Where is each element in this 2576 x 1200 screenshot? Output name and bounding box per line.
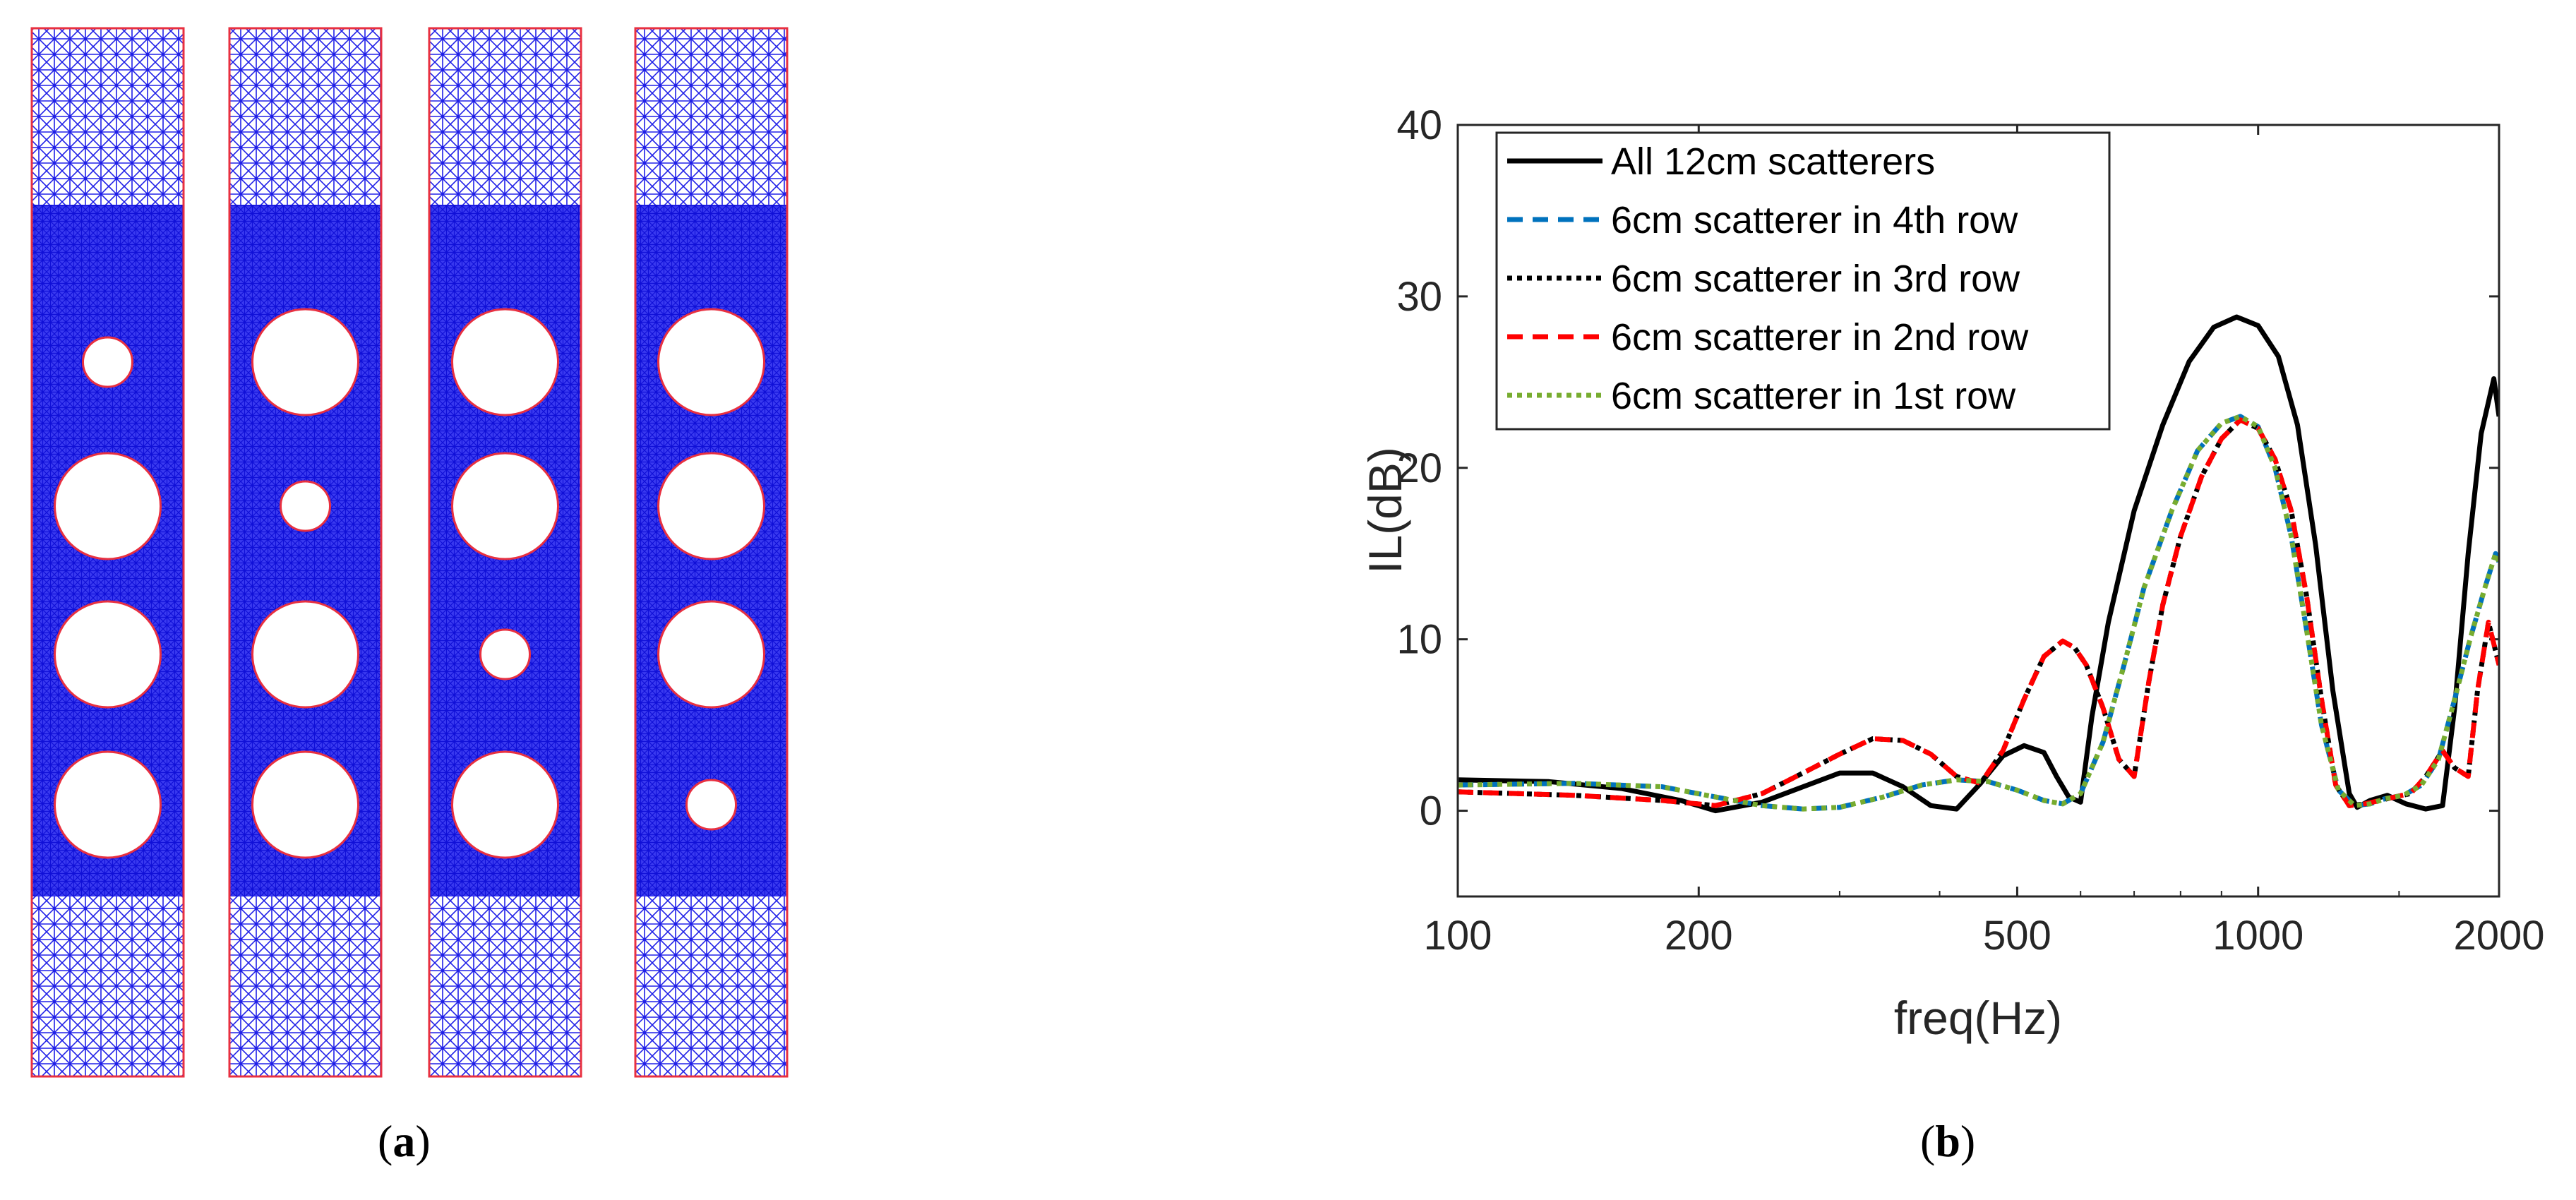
x-tick-label-500: 500 [1983, 913, 2051, 959]
x-tick-label-200: 200 [1665, 913, 1733, 959]
legend-label-1: All 12cm scatterers [1611, 140, 1935, 183]
scatterer-4-4 [685, 779, 737, 831]
mesh-strip-3 [428, 27, 582, 1078]
y-tick-label-20: 20 [1396, 445, 1442, 491]
panel-b-label: (b) [1920, 1116, 1976, 1166]
x-tick-label-2000: 2000 [2453, 913, 2544, 959]
legend-items: All 12cm scatterers 6cm scatterer in 4th … [1507, 140, 2029, 417]
scatterer-3-1 [451, 308, 559, 416]
legend-box [1495, 131, 2111, 431]
scatterer-2-4 [251, 750, 359, 859]
scatterer-2-2 [280, 480, 331, 532]
mesh-strip-border-4 [634, 27, 789, 1078]
scatterer-3-2 [451, 452, 559, 560]
y-axis-label: IL(dB) [1359, 447, 1411, 574]
plot-area-frame [1456, 124, 2500, 898]
chart-legend: All 12cm scatterers 6cm scatterer in 4th … [1495, 131, 2111, 431]
y-tick-label-30: 30 [1396, 274, 1442, 320]
mesh-strip-2 [228, 27, 383, 1078]
y-tick-label-40: 40 [1396, 102, 1442, 148]
scatterer-1-4 [54, 750, 162, 859]
scatterer-4-1 [657, 308, 765, 416]
legend-label-2: 6cm scatterer in 4th row [1611, 199, 2018, 241]
chart-series [1458, 314, 2499, 814]
scatterer-3-4 [451, 750, 559, 859]
scatterer-2-3 [251, 600, 359, 709]
y-tick-label-10: 10 [1396, 617, 1442, 663]
scatterer-1-3 [54, 600, 162, 709]
panel-a-label: (a) [378, 1116, 431, 1166]
mesh-strip-border-2 [228, 27, 383, 1078]
y-tick-label-0: 0 [1420, 788, 1442, 834]
series-line-1 [1458, 314, 2499, 814]
x-tick-label-100: 100 [1424, 913, 1492, 959]
legend-label-4: 6cm scatterer in 2nd row [1611, 316, 2029, 359]
scatterer-2-1 [251, 308, 359, 416]
mesh-strip-border-3 [428, 27, 582, 1078]
series-line-5 [1458, 414, 2499, 812]
scatterer-1-1 [82, 336, 133, 388]
series-line-4 [1458, 417, 2499, 808]
mesh-strip-border-1 [30, 27, 185, 1078]
mesh-strip-4 [634, 27, 789, 1078]
scatterer-3-3 [479, 628, 531, 680]
scatterer-4-2 [657, 452, 765, 560]
x-tick-label-1000: 1000 [2212, 913, 2304, 959]
scatterer-1-2 [54, 452, 162, 560]
mesh-strip-1 [30, 27, 185, 1078]
chart-tick-labels: 100 200 500 1000 2000 0 10 20 30 40 [1396, 102, 2544, 959]
x-axis-label: freq(Hz) [1894, 992, 2062, 1044]
legend-label-3: 6cm scatterer in 3rd row [1611, 258, 2020, 300]
mesh-panels [30, 27, 789, 1078]
il-chart: 100 200 500 1000 2000 0 10 20 30 40 freq(Hz) IL(d… [1359, 102, 2545, 1044]
scatterer-4-3 [657, 600, 765, 709]
legend-label-5: 6cm scatterer in 1st row [1611, 375, 2016, 417]
